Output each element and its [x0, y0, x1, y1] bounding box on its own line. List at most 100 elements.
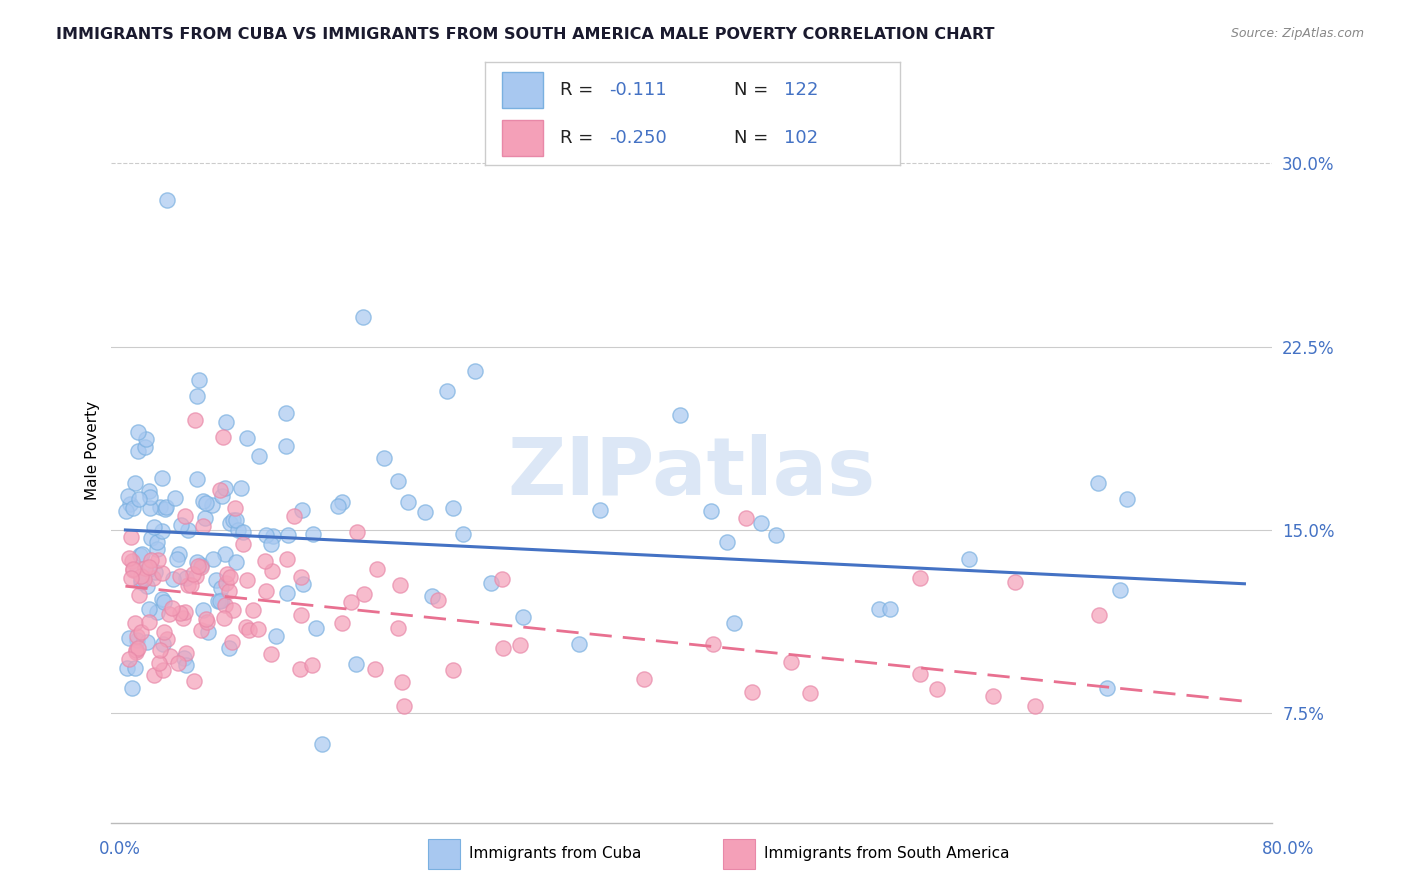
Point — [1004, 574, 1026, 589]
Point — [868, 601, 890, 615]
Point — [453, 526, 475, 541]
Point — [121, 500, 143, 515]
Point — [387, 621, 409, 635]
Point — [260, 647, 283, 661]
Point — [121, 681, 143, 695]
Point — [134, 560, 156, 574]
Point — [128, 492, 150, 507]
Point — [274, 439, 297, 453]
Point — [174, 646, 197, 660]
Point — [205, 574, 228, 588]
Point — [266, 629, 288, 643]
Point — [129, 569, 152, 583]
Point — [118, 652, 141, 666]
Point — [346, 524, 368, 539]
Text: 80.0%: 80.0% — [1263, 840, 1315, 858]
Point — [981, 690, 1004, 704]
Point — [957, 551, 980, 566]
Point — [129, 625, 152, 640]
Point — [373, 451, 395, 466]
Point — [1087, 476, 1109, 491]
Point — [212, 610, 235, 624]
Text: Immigrants from South America: Immigrants from South America — [765, 847, 1010, 861]
Point — [149, 643, 172, 657]
Point — [176, 578, 198, 592]
Point — [246, 622, 269, 636]
Text: -0.250: -0.250 — [610, 128, 668, 147]
Point — [186, 472, 208, 486]
Point — [172, 611, 194, 625]
Point — [184, 413, 207, 427]
Point — [131, 547, 153, 561]
Point — [117, 661, 139, 675]
Point — [765, 528, 787, 542]
Point — [122, 561, 145, 575]
Point — [169, 517, 191, 532]
Point — [149, 500, 172, 514]
Point — [436, 384, 458, 398]
Point — [155, 500, 177, 514]
Point — [136, 635, 159, 649]
Point — [155, 502, 177, 516]
Point — [135, 432, 157, 446]
Point — [173, 509, 195, 524]
Point — [136, 579, 159, 593]
Point — [225, 555, 247, 569]
Point — [396, 495, 419, 509]
Point — [218, 584, 240, 599]
Point — [236, 573, 259, 587]
Point — [138, 615, 160, 629]
Point — [305, 621, 328, 635]
Point — [142, 667, 165, 681]
Point — [389, 578, 412, 592]
Point — [441, 501, 464, 516]
Point — [195, 496, 218, 510]
Point — [242, 603, 264, 617]
Text: IMMIGRANTS FROM CUBA VS IMMIGRANTS FROM SOUTH AMERICA MALE POVERTY CORRELATION C: IMMIGRANTS FROM CUBA VS IMMIGRANTS FROM … — [56, 27, 994, 42]
Point — [163, 491, 186, 505]
Point — [260, 565, 283, 579]
Point — [191, 518, 214, 533]
Point — [211, 489, 233, 503]
Point — [247, 450, 270, 464]
Point — [301, 526, 323, 541]
Point — [238, 624, 260, 638]
Bar — [502, 120, 543, 156]
Point — [142, 571, 165, 585]
Point — [274, 406, 297, 420]
Point — [441, 663, 464, 677]
Point — [218, 640, 240, 655]
Point — [145, 541, 167, 556]
Point — [173, 650, 195, 665]
Point — [910, 666, 932, 681]
Point — [176, 523, 198, 537]
Point — [129, 548, 152, 562]
Point — [138, 483, 160, 498]
Point — [180, 577, 202, 591]
Point — [207, 594, 229, 608]
Point — [159, 649, 181, 664]
Point — [277, 528, 299, 542]
Point — [195, 612, 218, 626]
Point — [193, 493, 215, 508]
Point — [276, 586, 298, 600]
Point — [167, 547, 190, 561]
Point — [291, 577, 314, 591]
Point — [152, 663, 174, 677]
Point — [288, 662, 311, 676]
Point — [224, 500, 246, 515]
Point — [568, 637, 591, 651]
Point — [143, 520, 166, 534]
Point — [197, 624, 219, 639]
Text: N =: N = — [734, 128, 773, 147]
Point — [174, 572, 197, 586]
Text: Immigrants from Cuba: Immigrants from Cuba — [470, 847, 641, 861]
Point — [166, 551, 188, 566]
Point — [138, 601, 160, 615]
Point — [183, 673, 205, 688]
Point — [211, 593, 233, 607]
Point — [225, 513, 247, 527]
Point — [879, 602, 901, 616]
Point — [195, 615, 218, 629]
Point — [1024, 699, 1046, 714]
